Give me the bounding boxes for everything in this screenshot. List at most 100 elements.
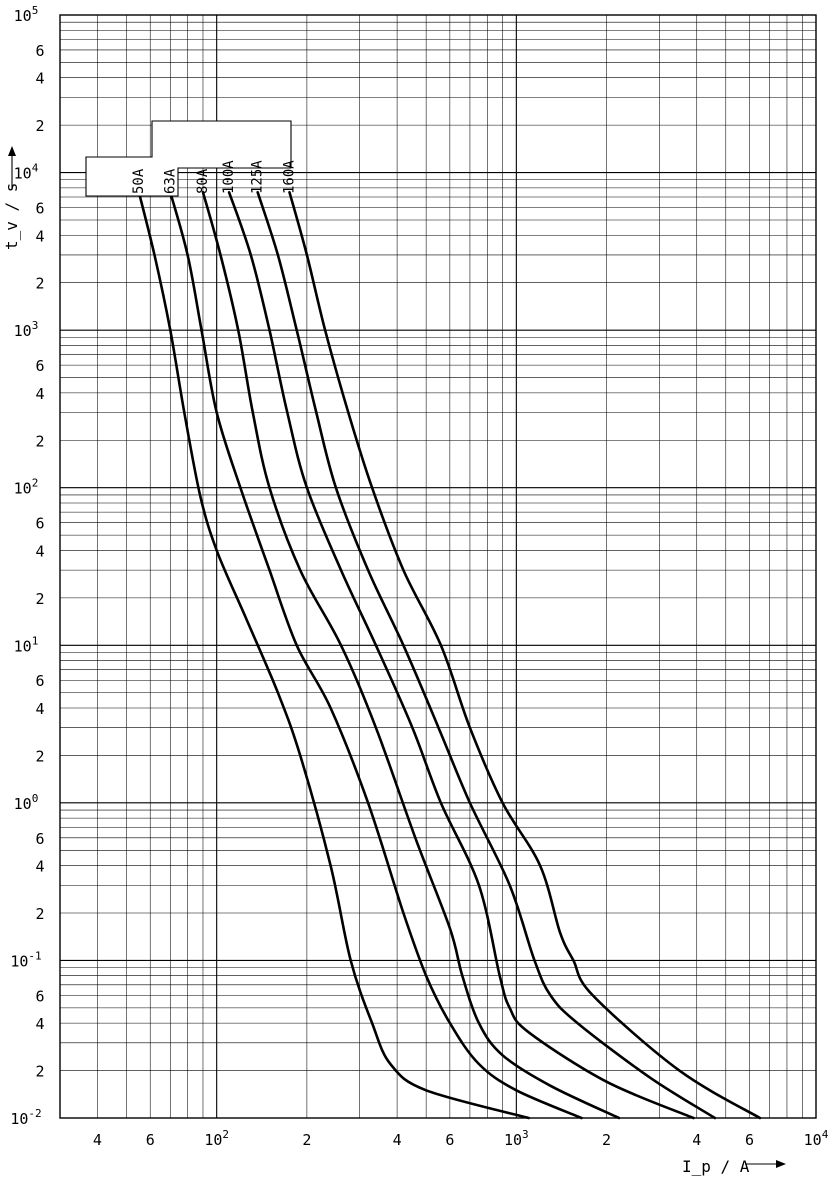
- y-tick-label: 4: [35, 385, 44, 403]
- grid: [59, 15, 816, 1119]
- tick-exponent: 3: [32, 319, 39, 332]
- x-tick-label: 104: [804, 1128, 829, 1149]
- curve-125a: [256, 191, 717, 1120]
- y-tick-label: 4: [35, 700, 44, 718]
- tick-mantissa: 2: [302, 1131, 311, 1149]
- tick-mantissa: 4: [93, 1131, 102, 1149]
- tick-exponent: 4: [822, 1128, 829, 1141]
- tick-mantissa: 10: [14, 322, 32, 340]
- tick-mantissa: 6: [35, 515, 44, 533]
- curve-100a: [227, 191, 695, 1120]
- tick-exponent: 1: [32, 634, 39, 647]
- series-label-63a: 63A: [162, 168, 178, 194]
- tick-mantissa: 2: [35, 275, 44, 293]
- tick-mantissa: 4: [35, 1015, 44, 1033]
- tick-mantissa: 10: [14, 637, 32, 655]
- y-tick-label: 105: [14, 4, 39, 25]
- x-axis-title: I_p / A: [682, 1157, 750, 1176]
- x-tick-label: 103: [504, 1128, 529, 1149]
- tick-exponent: -2: [28, 1107, 41, 1120]
- tick-exponent: -1: [28, 949, 41, 962]
- tick-exponent: 2: [222, 1128, 229, 1141]
- x-tick-label: 6: [445, 1131, 454, 1149]
- series-label-80a: 80A: [195, 168, 211, 194]
- tick-exponent: 2: [32, 477, 39, 490]
- tick-mantissa: 6: [35, 830, 44, 848]
- curve-63a: [169, 191, 583, 1120]
- tick-mantissa: 6: [35, 200, 44, 218]
- tick-mantissa: 4: [35, 858, 44, 876]
- series-label-125a: 125A: [250, 160, 266, 194]
- x-tick-label: 6: [745, 1131, 754, 1149]
- y-axis-arrowhead: [8, 146, 16, 156]
- tick-mantissa: 2: [35, 117, 44, 135]
- series-label-box: 50A 63A 80A 100A 125A 160A: [85, 120, 298, 197]
- tick-mantissa: 4: [692, 1131, 701, 1149]
- y-tick-label: 6: [35, 357, 44, 375]
- tick-mantissa: 2: [35, 905, 44, 923]
- y-tick-label: 2: [35, 275, 44, 293]
- y-axis-title: t_v / s: [2, 183, 21, 250]
- tick-exponent: 5: [32, 4, 39, 17]
- y-tick-label: 6: [35, 830, 44, 848]
- tick-mantissa: 10: [10, 1110, 28, 1128]
- tick-mantissa: 2: [35, 1063, 44, 1081]
- curve-80a: [201, 191, 621, 1120]
- curve-160a: [288, 191, 762, 1120]
- tick-mantissa: 10: [10, 952, 28, 970]
- y-tick-label: 4: [35, 542, 44, 560]
- tick-mantissa: 4: [35, 227, 44, 245]
- x-tick-label: 4: [692, 1131, 701, 1149]
- y-tick-label: 101: [14, 634, 39, 655]
- y-tick-label: 4: [35, 1015, 44, 1033]
- y-tick-label: 2: [35, 747, 44, 765]
- tick-mantissa: 10: [804, 1131, 822, 1149]
- series-label-160a: 160A: [282, 160, 298, 194]
- y-tick-label: 2: [35, 1063, 44, 1081]
- y-tick-label: 2: [35, 432, 44, 450]
- y-tick-label: 6: [35, 672, 44, 690]
- tick-mantissa: 2: [35, 432, 44, 450]
- tick-mantissa: 10: [504, 1131, 522, 1149]
- y-tick-label: 6: [35, 42, 44, 60]
- plot-frame: [59, 14, 817, 1119]
- y-tick-label: 2: [35, 117, 44, 135]
- series-label-100a: 100A: [221, 160, 237, 194]
- y-tick-label: 6: [35, 987, 44, 1005]
- y-tick-label: 102: [14, 477, 39, 498]
- y-tick-label: 10-1: [10, 949, 41, 970]
- y-tick-label: 103: [14, 319, 39, 340]
- y-tick-label: 4: [35, 858, 44, 876]
- tick-mantissa: 4: [35, 700, 44, 718]
- tick-mantissa: 2: [35, 590, 44, 608]
- x-tick-label: 4: [393, 1131, 402, 1149]
- x-tick-label: 4: [93, 1131, 102, 1149]
- tick-mantissa: 4: [35, 542, 44, 560]
- y-tick-label: 2: [35, 905, 44, 923]
- tick-mantissa: 4: [393, 1131, 402, 1149]
- tick-mantissa: 4: [35, 70, 44, 88]
- tick-mantissa: 6: [35, 357, 44, 375]
- tick-mantissa: 6: [745, 1131, 754, 1149]
- curve-50a: [137, 191, 530, 1120]
- tick-exponent: 3: [522, 1128, 529, 1141]
- tick-exponent: 0: [32, 792, 39, 805]
- tick-mantissa: 6: [35, 987, 44, 1005]
- x-tick-label: 102: [204, 1128, 229, 1149]
- y-tick-label: 6: [35, 515, 44, 533]
- tick-mantissa: 10: [14, 165, 32, 183]
- tick-exponent: 4: [32, 162, 39, 175]
- series-label-50a: 50A: [131, 168, 147, 194]
- y-tick-label: 10-2: [10, 1107, 41, 1128]
- x-tick-label: 6: [146, 1131, 155, 1149]
- x-tick-label: 2: [602, 1131, 611, 1149]
- tick-mantissa: 6: [35, 42, 44, 60]
- y-tick-labels: 10564210464210364210264210164210064210-1…: [10, 4, 44, 1128]
- tick-mantissa: 10: [14, 7, 32, 25]
- y-tick-label: 2: [35, 590, 44, 608]
- label-box-outline: [85, 120, 292, 197]
- tick-mantissa: 6: [146, 1131, 155, 1149]
- x-tick-label: 2: [302, 1131, 311, 1149]
- tick-mantissa: 6: [445, 1131, 454, 1149]
